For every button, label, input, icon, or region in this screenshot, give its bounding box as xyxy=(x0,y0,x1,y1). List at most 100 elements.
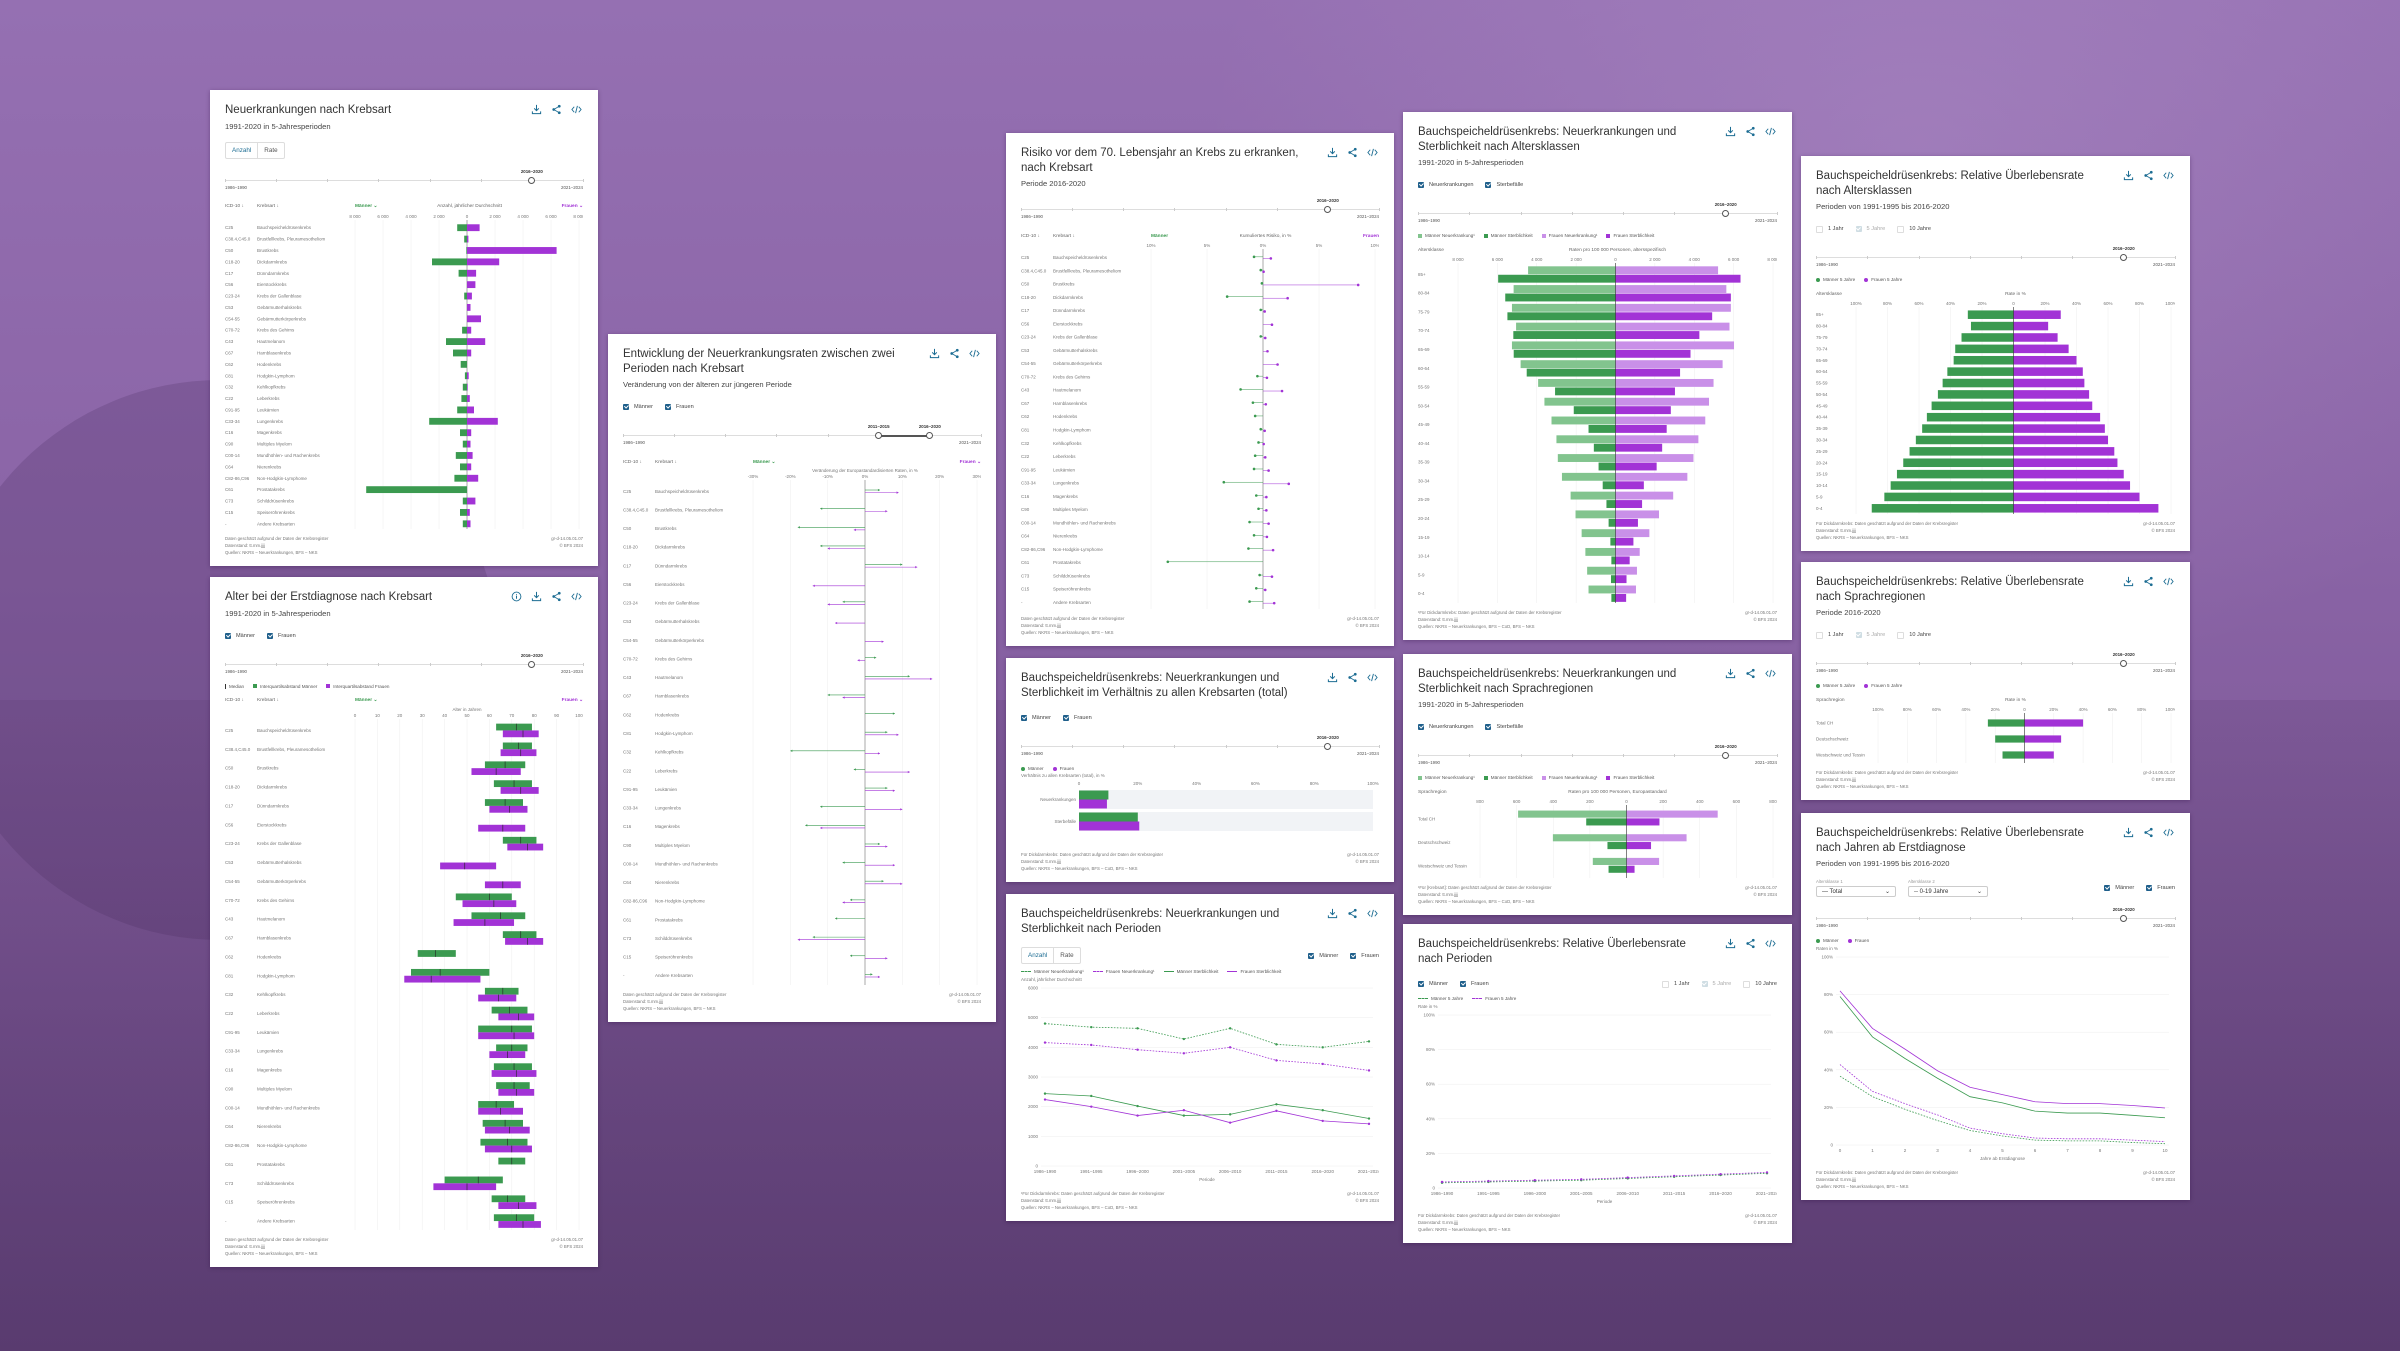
checkbox-box[interactable] xyxy=(1459,981,1466,987)
slider-handle[interactable] xyxy=(2120,254,2128,261)
checkbox-männer[interactable]: Männer xyxy=(2104,885,2134,891)
legend-item[interactable]: Frauen xyxy=(1052,766,1074,771)
checkbox-box[interactable] xyxy=(1897,225,1905,233)
slider-handle[interactable] xyxy=(2120,915,2128,922)
checkbox-neuerkrankungen[interactable]: Neuerkrankungen xyxy=(1418,182,1473,188)
checkbox-10-jahre[interactable]: 10 Jahre xyxy=(1897,225,1931,233)
checkbox-box[interactable] xyxy=(2104,885,2111,891)
column-header-name[interactable]: Krebsart ↓ xyxy=(257,698,279,703)
checkbox-box[interactable] xyxy=(1701,981,1708,987)
column-header-maenner[interactable]: Männer ⌄ xyxy=(355,698,378,703)
embed-code-icon[interactable] xyxy=(571,104,582,115)
download-icon[interactable] xyxy=(531,591,542,602)
share-icon[interactable] xyxy=(1347,908,1358,919)
embed-code-icon[interactable] xyxy=(571,591,582,602)
legend-item[interactable]: Frauen 5 Jahre xyxy=(1864,683,1902,688)
checkbox-box[interactable] xyxy=(1855,226,1862,232)
checkbox-box[interactable] xyxy=(1816,631,1823,639)
checkbox-frauen[interactable]: Frauen xyxy=(2146,885,2175,891)
checkbox-box[interactable] xyxy=(225,632,231,639)
checkbox-box[interactable] xyxy=(664,404,671,410)
download-icon[interactable] xyxy=(1327,672,1338,683)
column-header-frauen[interactable]: Frauen ⌄ xyxy=(561,204,583,209)
column-header-name[interactable]: Krebsart ↓ xyxy=(1053,233,1075,239)
download-icon[interactable] xyxy=(1725,126,1736,137)
column-header-frauen[interactable]: Frauen ⌄ xyxy=(561,698,583,703)
legend-item[interactable]: Interquartilsabstand Männer xyxy=(253,684,317,689)
column-header-code[interactable]: Altersklasse xyxy=(1816,291,1842,297)
checkbox-10-jahre[interactable]: 10 Jahre xyxy=(1743,980,1777,988)
checkbox-10-jahre[interactable]: 10 Jahre xyxy=(1897,631,1931,639)
checkbox-box[interactable] xyxy=(1897,631,1905,639)
legend-item[interactable]: Frauen Sterblichkeit xyxy=(1227,969,1281,974)
legend-item[interactable]: Männer Sterblichkeit xyxy=(1163,969,1218,974)
slider-handle[interactable] xyxy=(875,432,883,439)
checkbox-sterbefälle[interactable]: Sterbefälle xyxy=(1485,182,1523,188)
legend-item[interactable]: Männer Sterblichkeit xyxy=(1483,775,1533,780)
period-slider[interactable]: 2016–2020 1986–1990 2021–2024 xyxy=(1816,652,2176,678)
checkbox-box[interactable] xyxy=(1418,724,1424,730)
column-header-maenner[interactable]: Männer xyxy=(1151,233,1169,239)
checkbox-box[interactable] xyxy=(2146,885,2153,891)
slider-handle[interactable] xyxy=(1722,752,1730,759)
embed-code-icon[interactable] xyxy=(1765,126,1776,137)
checkbox-box[interactable] xyxy=(1485,182,1492,188)
period-slider[interactable]: 2016–2020 1986–1990 2021–2024 xyxy=(1021,198,1380,224)
slider-handle[interactable] xyxy=(528,176,536,184)
column-header-maenner[interactable]: Männer ⌄ xyxy=(355,204,378,209)
slider-handle[interactable] xyxy=(528,660,536,668)
download-icon[interactable] xyxy=(1725,668,1736,679)
legend-item[interactable]: Frauen Sterblichkeit xyxy=(1606,775,1654,780)
legend-item[interactable]: Männer 5 Jahre xyxy=(1418,996,1463,1001)
share-icon[interactable] xyxy=(949,348,960,359)
embed-code-icon[interactable] xyxy=(969,348,980,359)
checkbox-sterbefälle[interactable]: Sterbefälle xyxy=(1485,724,1523,730)
checkbox-5-jahre[interactable]: 5 Jahre xyxy=(1855,632,1885,638)
legend-item[interactable]: Männer xyxy=(1816,938,1839,943)
column-header-frauen[interactable]: Frauen ⌄ xyxy=(959,459,981,465)
slider-handle[interactable] xyxy=(1324,743,1332,750)
checkbox-box[interactable] xyxy=(1662,980,1669,988)
checkbox-box[interactable] xyxy=(1021,715,1027,721)
checkbox-frauen[interactable]: Frauen xyxy=(1350,952,1379,959)
select-field[interactable]: -- 0-19 Jahre ⌄ xyxy=(1908,886,1988,897)
legend-item[interactable]: Frauen Neuerkrankung¹ xyxy=(1541,775,1597,780)
period-slider[interactable]: 2016–2020 1986–1990 2021–2024 xyxy=(1816,246,2176,272)
checkbox-1-jahr[interactable]: 1 Jahr xyxy=(1662,980,1690,988)
slider-handle[interactable] xyxy=(2120,660,2128,667)
column-header-code[interactable]: ICD-10 ↓ xyxy=(1021,233,1040,239)
checkbox-männer[interactable]: Männer xyxy=(623,404,653,410)
legend-item[interactable]: Interquartilsabstand Frauen xyxy=(326,684,389,689)
period-slider[interactable]: 2016–2020 1986–1990 2021–2024 xyxy=(1021,735,1380,761)
embed-code-icon[interactable] xyxy=(1367,908,1378,919)
download-icon[interactable] xyxy=(1725,938,1736,949)
column-header-maenner[interactable]: Männer ⌄ xyxy=(753,459,776,465)
embed-code-icon[interactable] xyxy=(2163,576,2174,587)
checkbox-männer[interactable]: Männer xyxy=(1308,952,1338,959)
embed-code-icon[interactable] xyxy=(1367,672,1378,683)
download-icon[interactable] xyxy=(531,104,542,115)
share-icon[interactable] xyxy=(2143,576,2154,587)
download-icon[interactable] xyxy=(1327,147,1338,158)
checkbox-frauen[interactable]: Frauen xyxy=(1459,981,1489,987)
column-header-frauen[interactable]: Frauen xyxy=(1363,233,1379,239)
checkbox-1-jahr[interactable]: 1 Jahr xyxy=(1816,631,1844,639)
checkbox-box[interactable] xyxy=(1816,225,1823,233)
legend-item[interactable]: Frauen Neuerkrankung¹ xyxy=(1092,969,1155,974)
share-icon[interactable] xyxy=(551,591,562,602)
download-icon[interactable] xyxy=(929,348,940,359)
legend-item[interactable]: Frauen Sterblichkeit xyxy=(1606,233,1654,238)
checkbox-1-jahr[interactable]: 1 Jahr xyxy=(1816,225,1844,233)
checkbox-frauen[interactable]: Frauen xyxy=(266,632,296,639)
period-slider[interactable]: 2016–2020 1986–1990 2021–2024 xyxy=(1816,907,2176,933)
checkbox-frauen[interactable]: Frauen xyxy=(664,404,694,410)
checkbox-5-jahre[interactable]: 5 Jahre xyxy=(1855,226,1885,232)
column-header-name[interactable]: Krebsart ↓ xyxy=(655,459,677,465)
legend-item[interactable]: Frauen xyxy=(1847,938,1869,943)
column-header-code[interactable]: Sprachregion xyxy=(1816,697,1845,703)
checkbox-box[interactable] xyxy=(1418,981,1424,987)
checkbox-frauen[interactable]: Frauen xyxy=(1062,715,1092,721)
embed-code-icon[interactable] xyxy=(1367,147,1378,158)
toggle-anzahl[interactable]: Anzahl xyxy=(232,146,252,154)
checkbox-männer[interactable]: Männer xyxy=(1021,715,1051,721)
